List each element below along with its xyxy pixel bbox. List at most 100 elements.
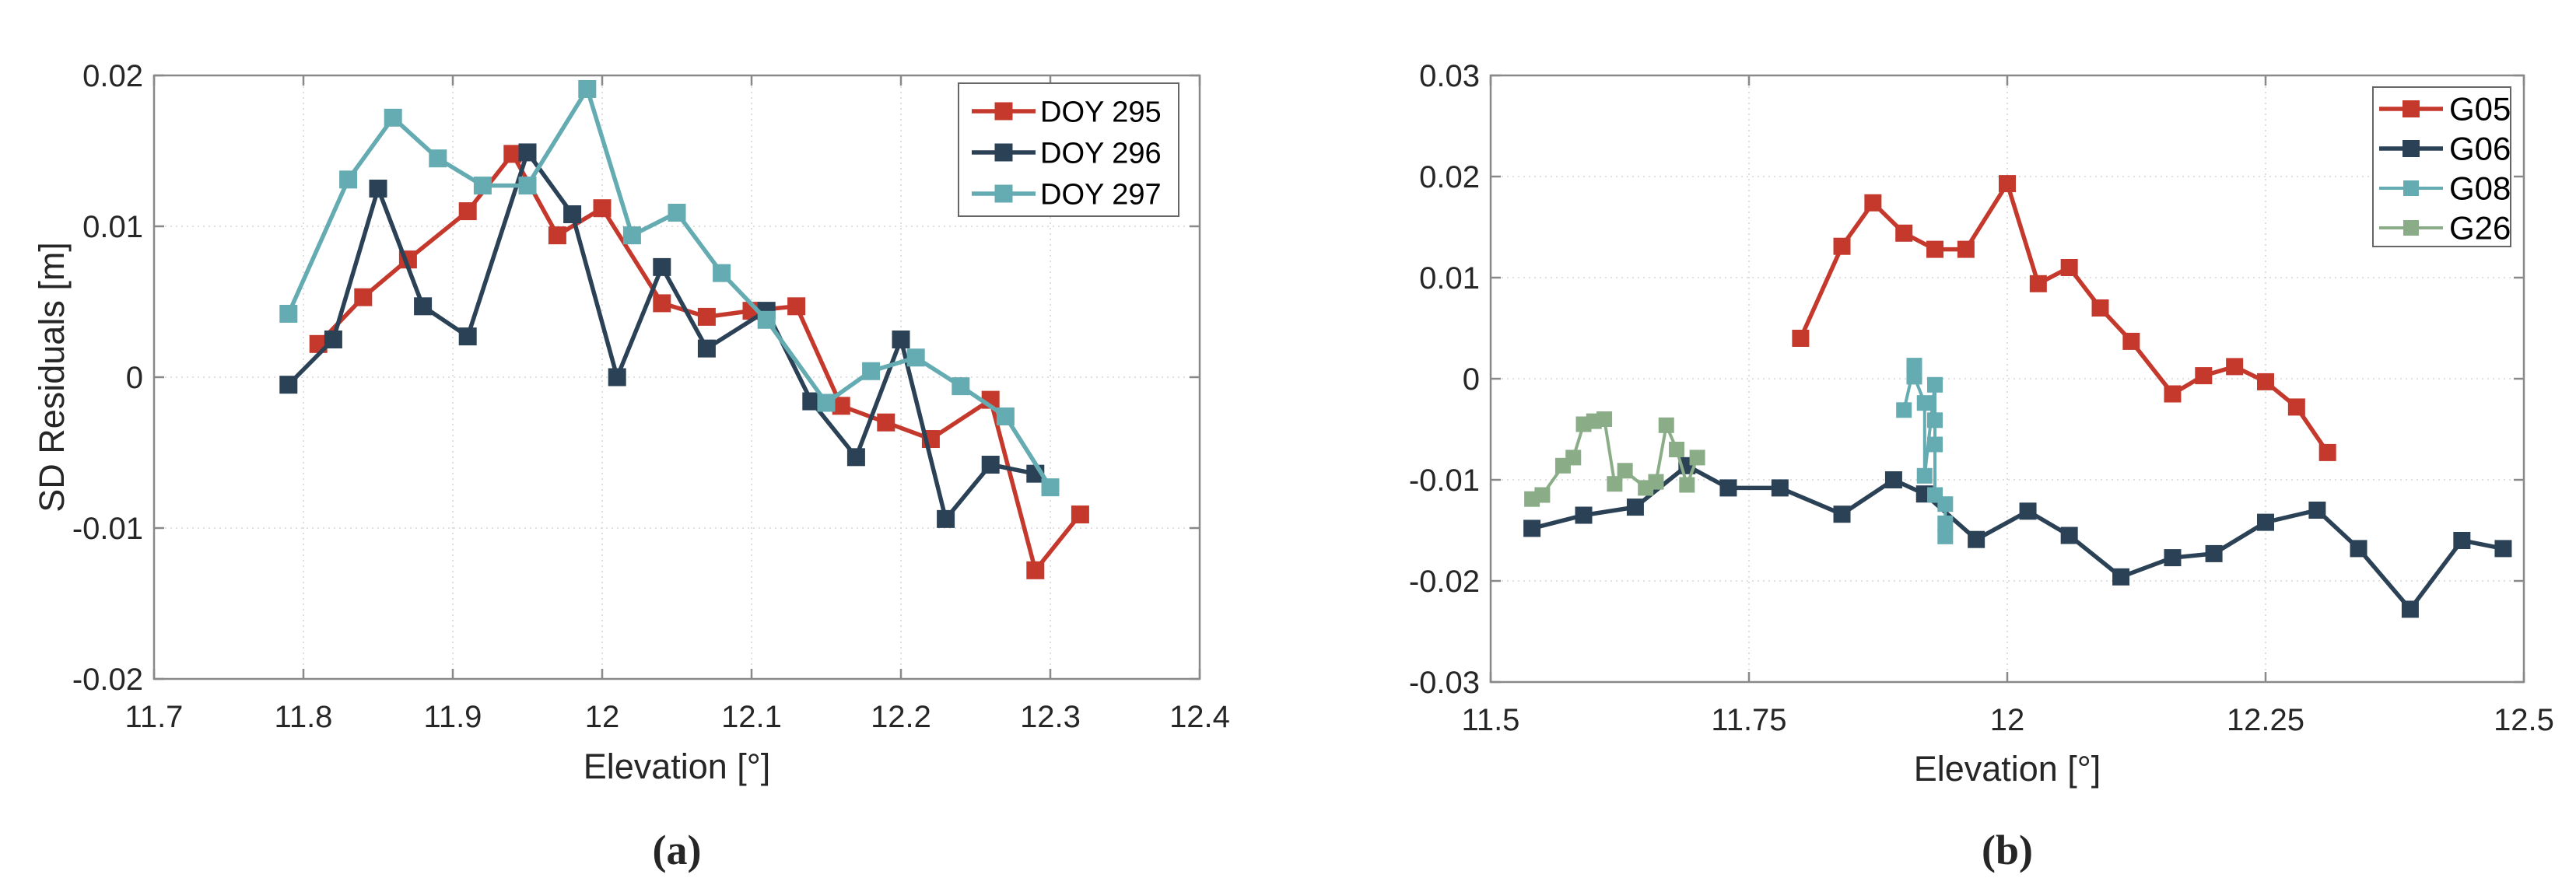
- y-tick-label: 0.01: [82, 210, 143, 244]
- y-tick-label: -0.03: [1409, 666, 1480, 700]
- data-point-marker: [1884, 471, 1902, 488]
- data-point-marker: [324, 331, 342, 348]
- x-tick-label: 12.2: [871, 700, 931, 734]
- data-point-marker: [384, 108, 402, 127]
- data-point-marker: [1926, 240, 1944, 258]
- data-point-marker: [1896, 402, 1912, 418]
- series-G26: [1524, 411, 1705, 507]
- y-tick-label: -0.02: [72, 663, 143, 697]
- subplot-caption: (b): [1982, 827, 2033, 873]
- data-point-marker: [2195, 367, 2213, 385]
- data-point-marker: [548, 226, 566, 245]
- data-point-marker: [2257, 373, 2274, 390]
- data-point-marker: [1523, 519, 1541, 537]
- data-point-marker: [996, 407, 1015, 425]
- series-G05: [1792, 175, 2336, 461]
- data-point-marker: [1669, 442, 1685, 457]
- x-tick-label: 11.8: [275, 700, 333, 734]
- data-point-marker: [2205, 544, 2223, 562]
- y-tick-label: 0.01: [1419, 261, 1480, 296]
- data-point-marker: [653, 257, 671, 276]
- chart-b-satellite-residuals-vs-elevation: 11.5 11.75 12 12.25 12.5 0.03 0.02 0.01 0 -0.01 -0…: [1409, 59, 2554, 873]
- y-tick-label: -0.01: [72, 512, 143, 546]
- data-point-marker: [1916, 395, 1933, 411]
- data-point-marker: [1927, 376, 1943, 393]
- subplot-caption: (a): [653, 827, 702, 873]
- y-tick-label: 0: [1463, 362, 1480, 397]
- data-point-marker: [608, 368, 626, 387]
- data-point-marker: [1999, 175, 2016, 193]
- data-point-marker: [817, 394, 836, 412]
- legend-marker-sample: [2403, 140, 2420, 157]
- data-point-marker: [1679, 477, 1695, 493]
- data-point-marker: [1864, 194, 1882, 212]
- data-point-marker: [2257, 513, 2274, 531]
- data-point-marker: [2401, 600, 2419, 618]
- data-point-marker: [2060, 259, 2078, 276]
- data-point-marker: [1575, 506, 1593, 524]
- legend-marker-sample: [994, 102, 1013, 121]
- data-point-marker: [832, 397, 850, 415]
- legend-item-DOY-295: DOY 295: [972, 96, 1162, 128]
- y-tick-label: -0.01: [1409, 463, 1480, 498]
- x-tick-label: 12: [1990, 703, 2025, 737]
- data-point-marker: [593, 199, 612, 218]
- x-tick-label: 12: [585, 700, 620, 734]
- legend-label: G05: [2449, 91, 2511, 128]
- data-point-marker: [757, 310, 776, 329]
- data-point-marker: [578, 79, 597, 98]
- data-point-marker: [279, 376, 298, 394]
- data-point-marker: [473, 177, 492, 195]
- data-point-marker: [339, 170, 358, 189]
- chart-a: 11.7 11.8 11.9 12 12.1 12.2 12.3 12.4 0.02 0.01 0 -…: [32, 59, 1230, 873]
- data-point-marker: [1026, 561, 1045, 579]
- data-point-marker: [787, 297, 806, 316]
- x-tick-label: 12.3: [1020, 700, 1081, 734]
- legend-box: [2372, 86, 2511, 247]
- x-axis-label: Elevation [°]: [584, 747, 771, 786]
- data-point-marker: [862, 362, 881, 380]
- data-point-marker: [2122, 332, 2140, 350]
- series-G08: [1896, 358, 1954, 544]
- x-axis-label: Elevation [°]: [1914, 749, 2101, 789]
- legend: DOY 295 DOY 296 DOY 297: [958, 82, 1179, 217]
- x-tick-label: 12.25: [2227, 703, 2304, 737]
- x-tick-label: 11.5: [1462, 703, 1520, 737]
- legend-item-G08: G08: [2379, 170, 2511, 207]
- data-point-marker: [1626, 498, 1644, 516]
- legend-label: G08: [2449, 170, 2511, 207]
- y-tick-label: 0.02: [1419, 160, 1480, 194]
- y-tick-label: 0.02: [82, 59, 143, 93]
- legend-item-DOY-297: DOY 297: [972, 178, 1162, 211]
- data-point-marker: [2164, 549, 2182, 567]
- data-point-marker: [1648, 474, 1664, 490]
- data-point-marker: [802, 392, 821, 411]
- x-tick-label: 12.4: [1169, 700, 1230, 734]
- legend-label: G06: [2449, 131, 2511, 167]
- x-tick-label: 11.9: [424, 700, 482, 734]
- data-point-marker: [1957, 240, 1975, 258]
- y-tick-label: -0.02: [1409, 565, 1480, 599]
- data-point-marker: [1968, 530, 1985, 548]
- data-point-marker: [1719, 479, 1737, 497]
- legend-label: DOY 296: [1040, 137, 1162, 170]
- data-point-marker: [2112, 568, 2130, 586]
- series-DOY-297: [279, 79, 1060, 497]
- data-point-marker: [518, 177, 537, 195]
- data-point-marker: [2029, 275, 2047, 292]
- data-point-marker: [981, 456, 1000, 474]
- data-point-marker: [1937, 496, 1954, 512]
- data-point-marker: [429, 149, 447, 168]
- legend-item-G06: G06: [2379, 131, 2511, 167]
- legend-marker-sample: [2403, 180, 2419, 196]
- data-point-marker: [1937, 528, 1954, 544]
- data-point-marker: [503, 145, 522, 163]
- grid: [1491, 75, 2524, 682]
- series-DOY-296: [279, 143, 1045, 528]
- data-point-marker: [2318, 443, 2336, 461]
- data-point-marker: [1617, 463, 1633, 479]
- data-point-marker: [1565, 449, 1582, 466]
- y-axis-label: SD Residuals [m]: [32, 242, 72, 512]
- data-point-marker: [1916, 467, 1933, 484]
